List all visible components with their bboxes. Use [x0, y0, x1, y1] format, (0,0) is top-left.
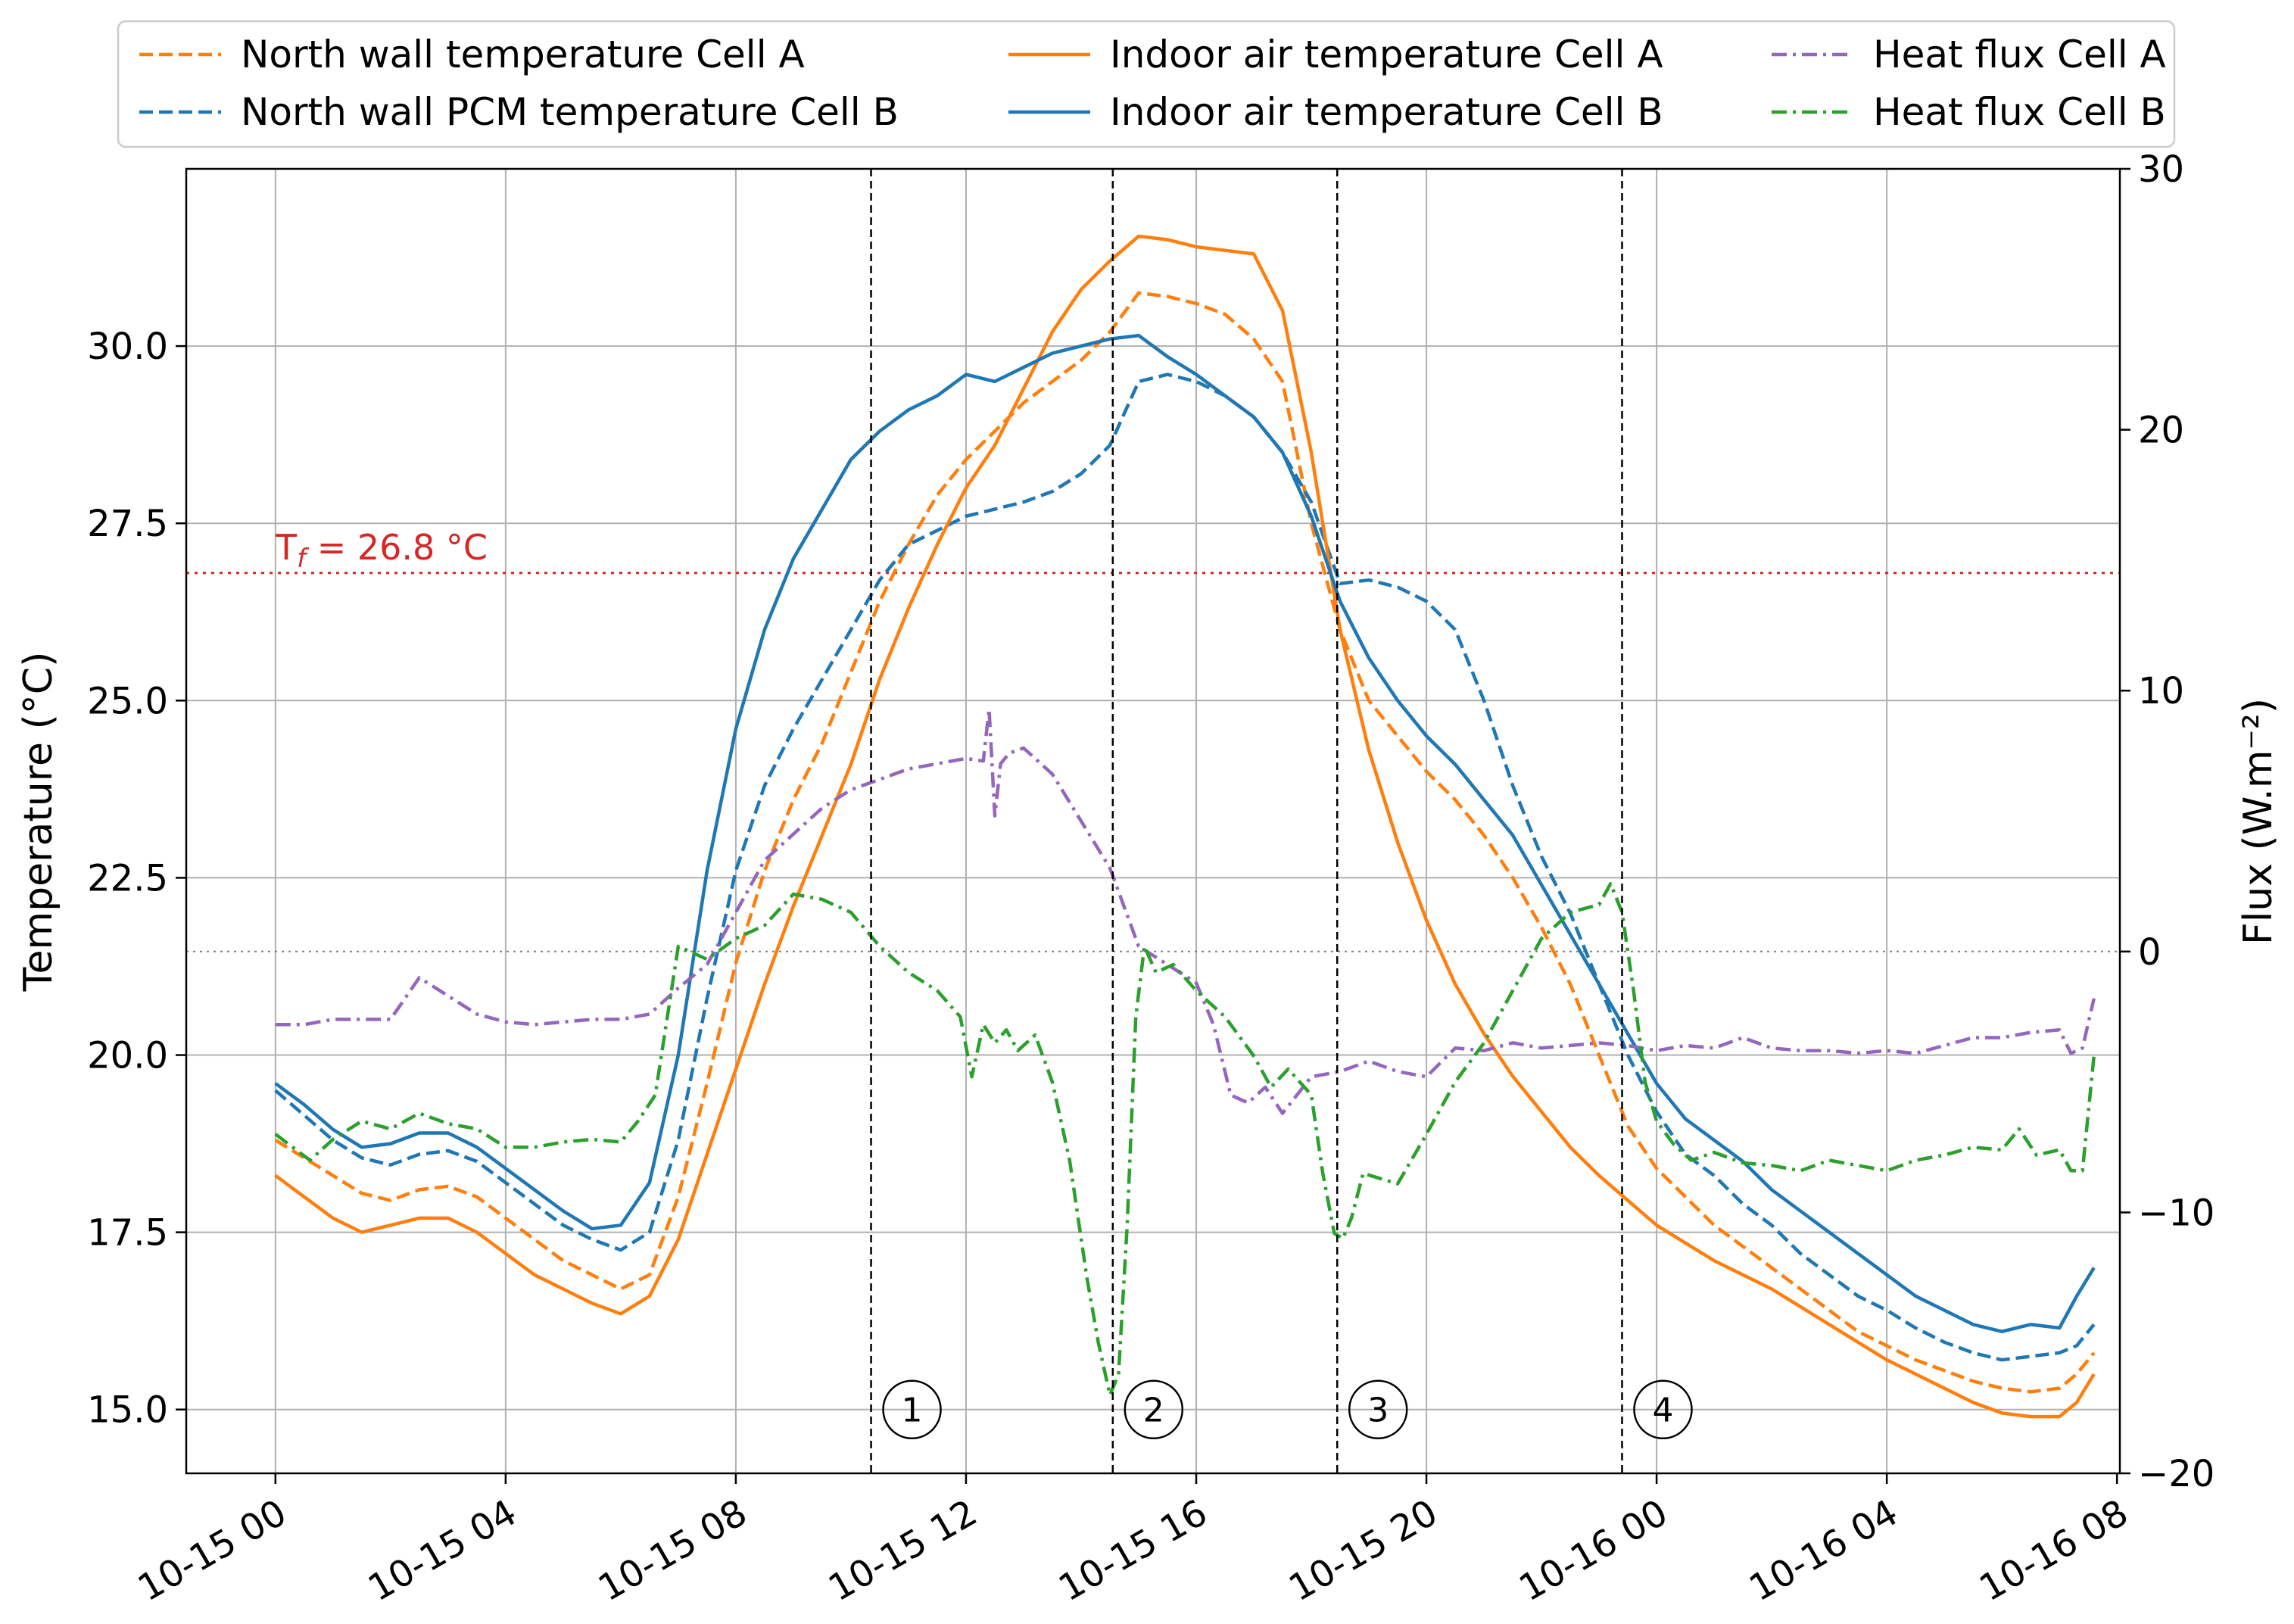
- phase-marker-label: 3: [1367, 1392, 1389, 1430]
- series-line-5: [275, 707, 2096, 1115]
- tf-label-main: T: [275, 527, 298, 568]
- tf-label-value: = 26.8 °C: [306, 527, 488, 568]
- phase-marker-circle: [882, 1379, 942, 1439]
- phase-markers: 1 2 3 4: [870, 169, 1693, 1473]
- y-tick-label: 25.0: [87, 680, 168, 722]
- y-tick-label: 30.0: [87, 326, 168, 368]
- y2-tick-label: 20: [2138, 410, 2184, 452]
- legend-label: North wall PCM temperature Cell B: [241, 90, 899, 134]
- y2-tick-label: 30: [2138, 148, 2184, 191]
- legend: North wall temperature Cell A North wall …: [117, 20, 2176, 148]
- y2-tick-label: 0: [2138, 931, 2162, 974]
- y-axis-left: 15.0 17.5 20.0 22.5 25.0 27.5 30.0: [87, 326, 186, 1432]
- grid: [186, 169, 2120, 1473]
- series-line-6: [274, 881, 2096, 1397]
- series-lines: [274, 234, 2096, 1419]
- y-tick-label: 22.5: [87, 857, 168, 899]
- y2-tick-label: −20: [2138, 1453, 2215, 1495]
- y-axis-right: −20 −10 0 10 20 30: [2120, 148, 2215, 1495]
- reference-lines: Tf = 26.8 °C: [186, 527, 2120, 952]
- tf-label: Tf = 26.8 °C: [275, 527, 488, 574]
- y-tick-label: 17.5: [87, 1212, 168, 1255]
- y-tick-label: 15.0: [87, 1389, 168, 1432]
- y2-tick-label: 10: [2138, 670, 2184, 712]
- legend-label: North wall temperature Cell A: [241, 33, 805, 76]
- legend-box: [117, 20, 2176, 148]
- plot-frame: [185, 167, 2121, 1475]
- phase-marker-label: 4: [1652, 1392, 1673, 1430]
- series-line-2: [274, 372, 2096, 1362]
- series-line-4: [274, 333, 2096, 1333]
- y-tick-label: 27.5: [87, 503, 168, 545]
- legend-label: Heat flux Cell A: [1873, 33, 2166, 76]
- phase-marker-circle: [1348, 1379, 1408, 1439]
- phase-marker-circle: [1633, 1379, 1693, 1439]
- legend-label: Indoor air temperature Cell B: [1110, 90, 1663, 134]
- legend-label: Indoor air temperature Cell A: [1110, 33, 1663, 76]
- y2-tick-label: −10: [2138, 1192, 2215, 1234]
- y-tick-label: 20.0: [87, 1035, 168, 1077]
- phase-marker-label: 1: [902, 1392, 923, 1430]
- series-line-3: [274, 234, 2096, 1419]
- y2-axis-title: Flux (W.m⁻²): [2236, 698, 2281, 945]
- series-line-1: [274, 291, 2096, 1394]
- y-axis-title: Temperature (°C): [16, 652, 61, 993]
- phase-marker-label: 2: [1143, 1392, 1164, 1430]
- phase-marker-circle: [1124, 1379, 1184, 1439]
- legend-label: Heat flux Cell B: [1873, 90, 2166, 134]
